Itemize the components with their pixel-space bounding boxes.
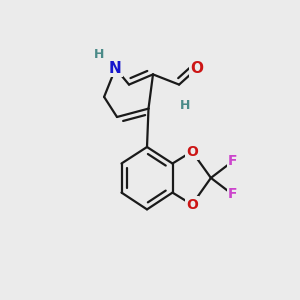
Text: H: H [180, 99, 190, 112]
Text: N: N [109, 61, 122, 76]
Text: H: H [94, 47, 104, 61]
Text: O: O [186, 198, 198, 212]
Text: O: O [190, 61, 204, 76]
Text: F: F [228, 188, 237, 201]
Text: F: F [228, 154, 237, 168]
Text: O: O [186, 145, 198, 158]
